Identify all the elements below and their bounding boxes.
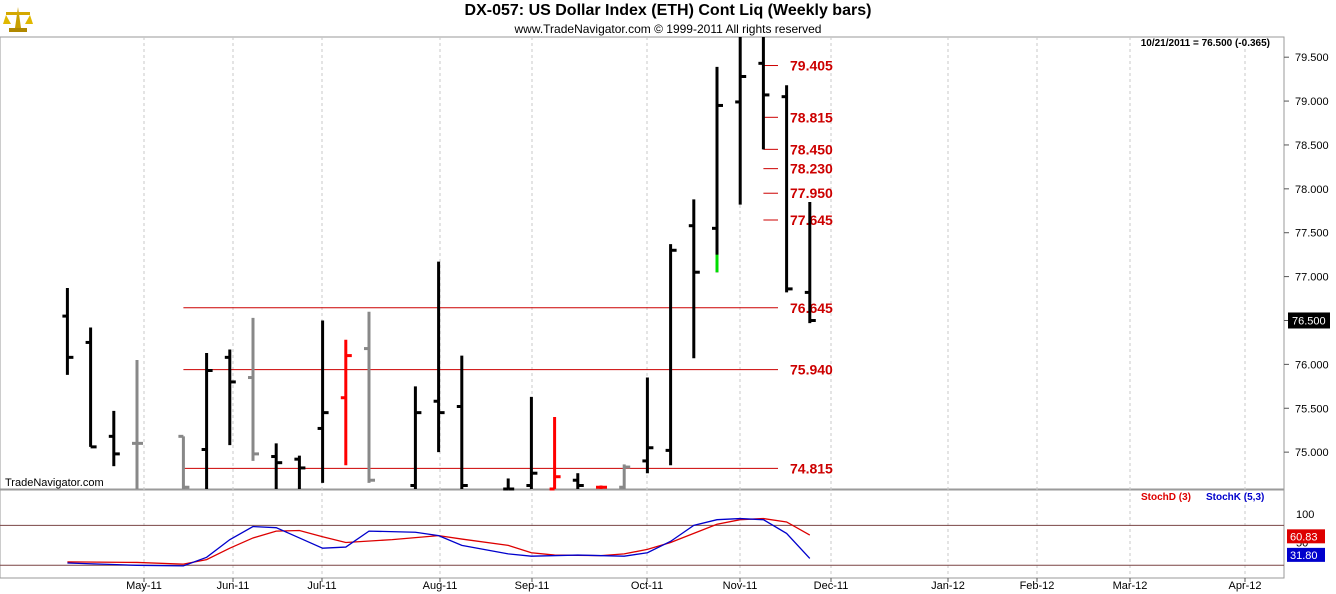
x-tick-label: Jul-11 [307,580,336,592]
x-tick-label: Apr-12 [1228,580,1261,592]
gold-scale-icon [3,7,33,32]
stochastic-value-box [1287,529,1325,544]
stochastic-line [67,517,811,565]
x-tick-label: Jan-12 [931,580,965,592]
y-tick-label: 76.000 [1295,359,1329,371]
price-level-label: 79.405 [790,58,833,74]
price-level-label: 78.815 [790,109,833,125]
x-tick-label: Oct-11 [631,580,663,592]
x-tick-label: Aug-11 [423,580,458,592]
y-tick-label: 77.500 [1295,228,1329,240]
price-plot-area [0,36,1285,490]
x-tick-label: Sep-11 [515,580,550,592]
y-tick-label: 77.000 [1295,272,1329,284]
price-level-label: 77.950 [790,185,833,201]
chart-title: DX-057: US Dollar Index (ETH) Cont Liq (… [464,2,872,19]
stochastic-value-label: 60.83 [1290,531,1318,543]
x-tick-label: May-11 [126,580,162,592]
stochastic-legend-entry: StochK (5,3) [1206,492,1264,503]
price-level-label: 76.645 [790,300,833,316]
stochastic-value-box [1287,547,1325,562]
x-tick-label: Feb-12 [1020,580,1055,592]
current-price-box [1288,312,1330,329]
price-level-label: 78.450 [790,141,833,157]
watermark: TradeNavigator.com [5,477,104,489]
x-tick-label: Jun-11 [217,580,250,592]
y-tick-label: 79.500 [1295,52,1329,64]
last-quote-readout: 10/21/2011 = 76.500 (-0.365) [1140,38,1270,49]
stochastic-line [67,517,811,567]
price-level-label: 78.230 [790,161,833,177]
y-tick-label: 79.000 [1295,96,1329,108]
x-tick-label: Mar-12 [1113,580,1148,592]
stochastic-tick-label: 100 [1296,509,1314,521]
stochastic-value-label: 31.80 [1290,550,1318,562]
y-tick-label: 78.500 [1295,140,1329,152]
current-price-label: 76.500 [1292,315,1326,327]
x-tick-label: Nov-11 [723,580,758,592]
price-level-label: 75.940 [790,362,833,378]
price-level-label: 77.645 [790,212,833,228]
stochastic-plot-area [0,489,1285,579]
stochastic-legend-entry: StochD (3) [1141,492,1191,503]
x-tick-label: Dec-11 [814,580,849,592]
price-level-label: 74.815 [790,460,833,476]
y-tick-label: 75.500 [1295,403,1329,415]
copyright-notice: www.TradeNavigator.com © 1999-2011 All r… [514,22,822,36]
y-tick-label: 78.000 [1295,184,1329,196]
y-tick-label: 75.000 [1295,447,1329,459]
